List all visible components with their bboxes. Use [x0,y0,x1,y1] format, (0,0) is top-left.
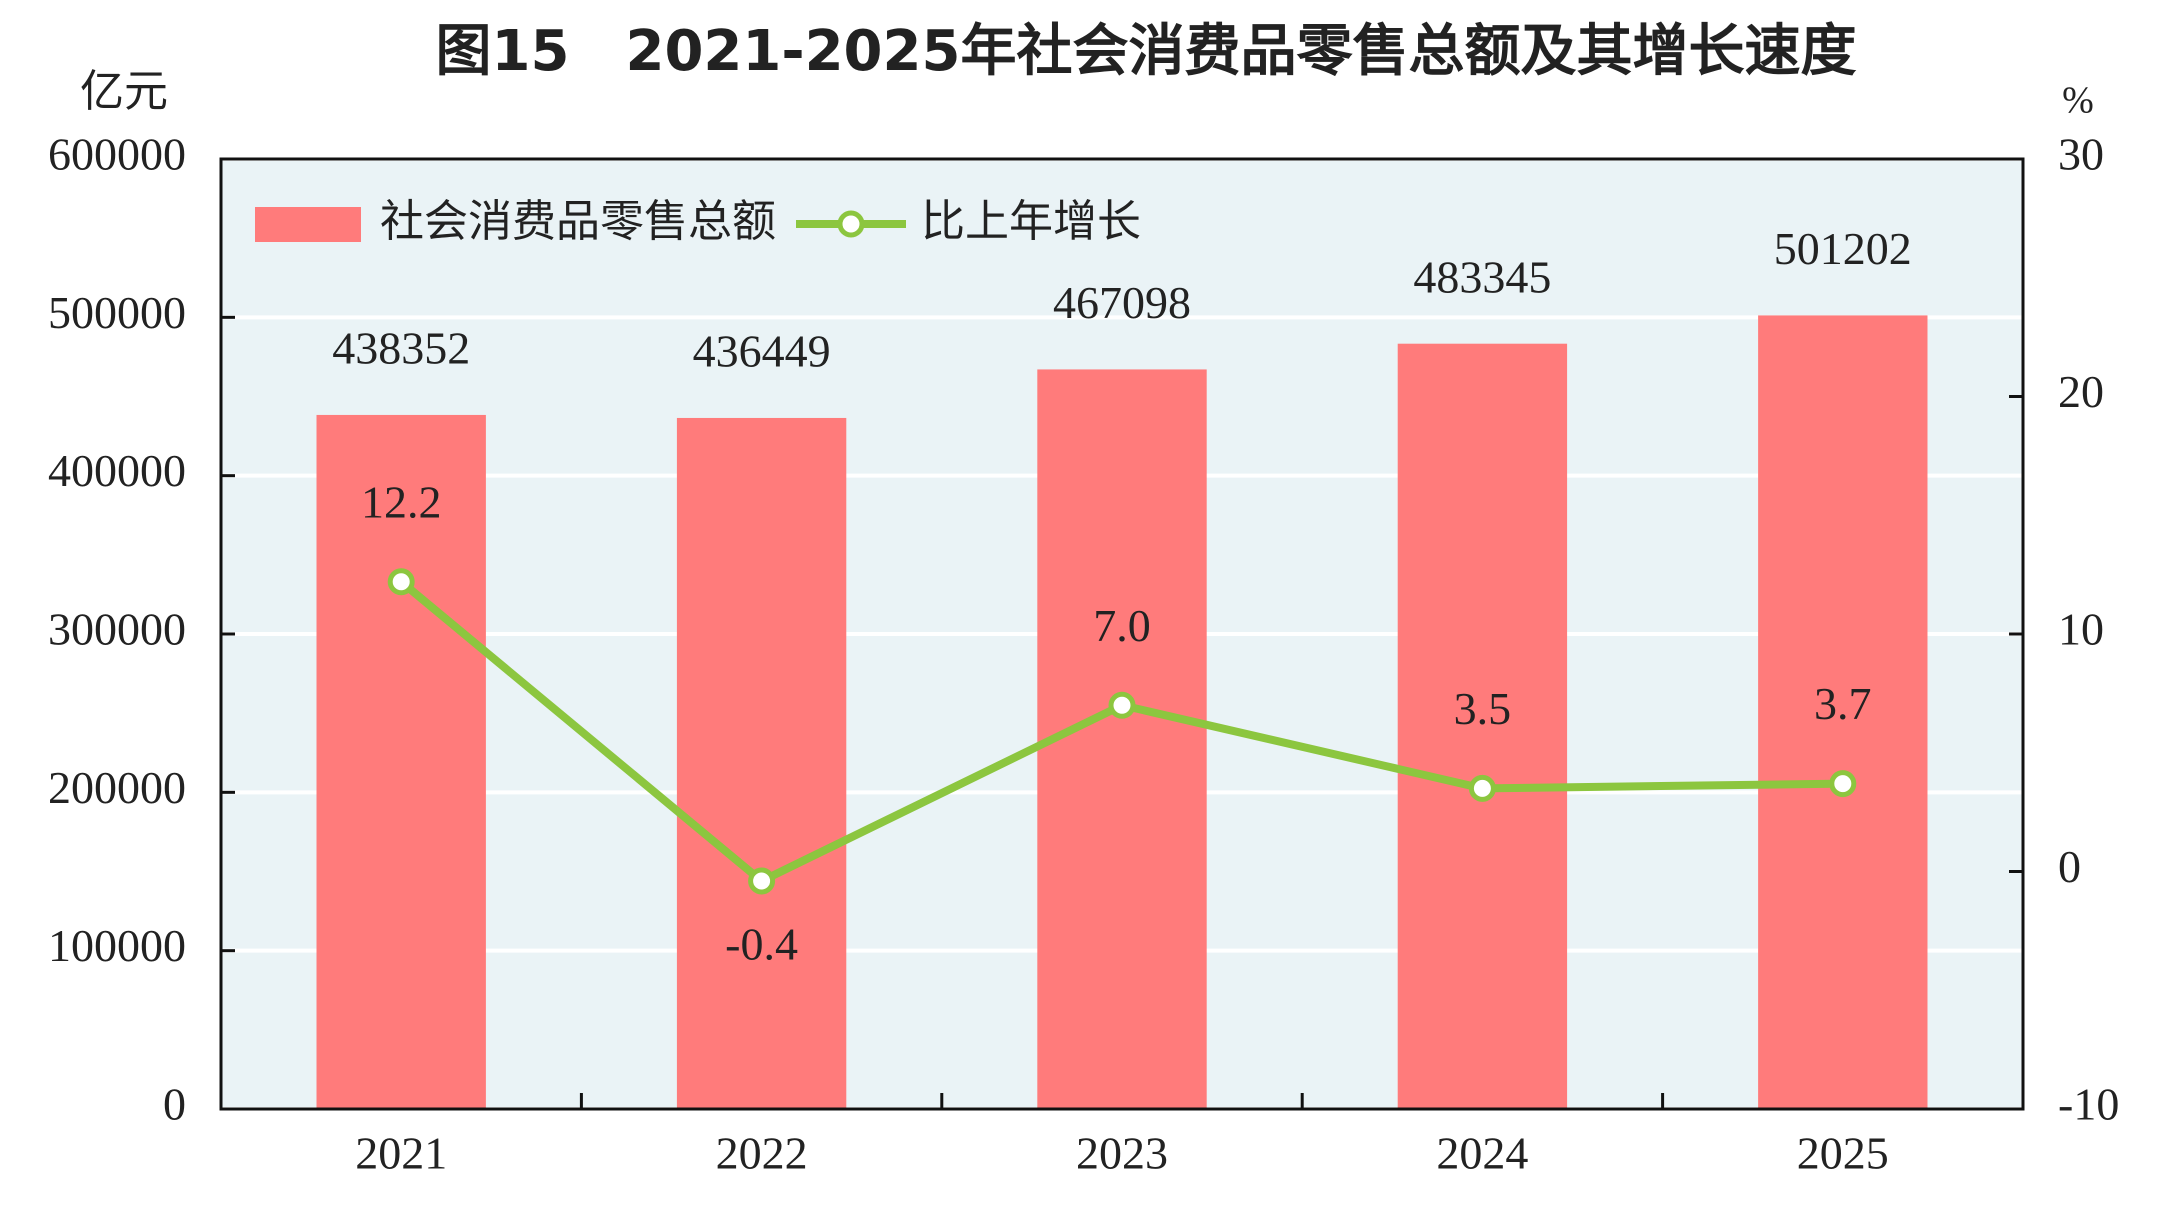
line-value-label: 7.0 [1093,600,1151,651]
bar [1758,315,1928,1109]
bar-value-label: 467098 [1053,277,1191,328]
line-value-label: 3.5 [1454,683,1512,734]
y-tick-label: 400000 [48,445,186,496]
bar [1397,343,1568,1109]
line-marker [387,568,415,596]
line-marker [748,867,776,895]
y-axis-label: 亿元 [80,66,168,117]
y-tick-label: 100000 [48,920,186,971]
bar-value-label: 483345 [1413,251,1551,302]
y2-tick-label: -10 [2058,1079,2119,1130]
legend-swatch [255,207,361,242]
y-tick-label: 0 [163,1079,186,1130]
bar-value-label: 438352 [332,323,470,374]
line-value-label: 12.2 [361,476,442,527]
y-tick-label: 300000 [48,604,186,655]
plot-frame [219,157,2025,1111]
line-value-label: -0.4 [725,919,798,970]
chart-title: 图15 2021-2025年社会消费品零售总额及其增长速度 [436,19,1857,84]
legend-label: 比上年增长 [921,196,1141,247]
bar-value-label: 501202 [1774,223,1912,274]
x-tick-label: 2025 [1797,1128,1889,1179]
y-tick-label: 500000 [48,287,186,338]
y2-tick-label: 10 [2058,604,2104,655]
legend-marker [837,210,865,238]
x-tick-label: 2022 [716,1128,808,1179]
x-tick-label: 2024 [1436,1128,1528,1179]
line-value-label: 3.7 [1814,678,1872,729]
y2-tick-label: 20 [2058,366,2104,417]
line-marker [1829,770,1857,798]
y-tick-label: 200000 [48,762,186,813]
y2-tick-label: 0 [2058,841,2081,892]
line-marker [1108,691,1136,719]
y2-tick-label: 30 [2058,129,2104,180]
y-tick-label: 600000 [48,129,186,180]
x-tick-label: 2021 [355,1128,447,1179]
legend-label: 社会消费品零售总额 [380,196,776,247]
x-tick-label: 2023 [1076,1128,1168,1179]
bar [316,414,486,1110]
bar [1037,369,1207,1109]
bar-value-label: 436449 [693,326,831,377]
bar [676,417,847,1109]
y2-axis-label: % [2062,80,2094,122]
line-marker [1468,774,1496,802]
